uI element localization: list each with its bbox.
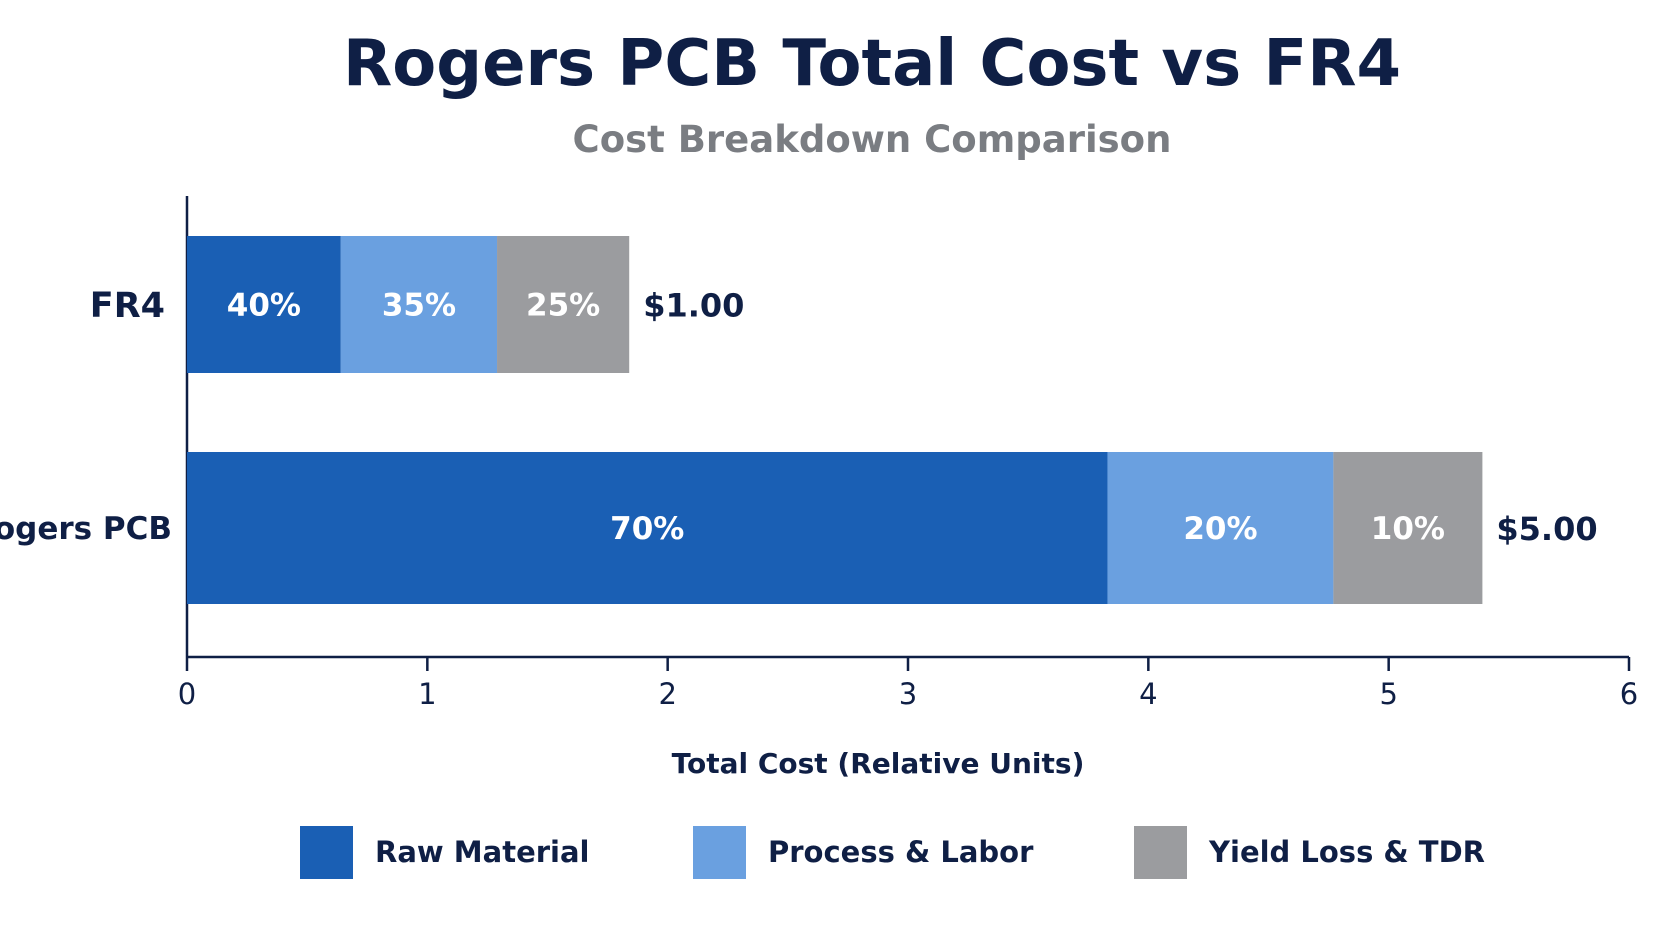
segment-label: 70% — [610, 511, 684, 547]
legend-swatch — [693, 826, 746, 879]
x-tick-label: 4 — [1139, 677, 1157, 711]
x-tick-label: 0 — [178, 677, 196, 711]
legend: Raw Material Process & Labor Yield Loss & … — [300, 826, 1485, 879]
bar-segment — [187, 452, 1108, 604]
bar-segment — [1107, 452, 1334, 604]
x-tick-label: 1 — [418, 677, 436, 711]
bar-segment — [187, 236, 341, 373]
category-label: Rogers PCB — [0, 511, 172, 547]
bar-segment — [340, 236, 498, 373]
total-label: $5.00 — [1496, 510, 1597, 548]
total-label: $1.00 — [643, 287, 744, 325]
legend-swatch — [1134, 826, 1187, 879]
plot-area: 0 1 2 3 4 5 6 FR4 40% 35% 25% $1.00 Rogers PCB 70% 20%… — [0, 196, 1638, 711]
x-tick-label: 6 — [1620, 677, 1638, 711]
chart-subtitle: Cost Breakdown Comparison — [573, 118, 1172, 161]
x-axis-title: Total Cost (Relative Units) — [672, 747, 1085, 780]
segment-label: 10% — [1371, 511, 1445, 547]
bar-segment — [1333, 452, 1483, 604]
legend-label: Process & Labor — [768, 835, 1034, 869]
legend-label: Raw Material — [375, 835, 590, 869]
segment-label: 35% — [382, 288, 456, 324]
category-label: FR4 — [90, 286, 165, 326]
x-tick-label: 5 — [1379, 677, 1397, 711]
legend-swatch — [300, 826, 353, 879]
segment-label: 20% — [1183, 511, 1257, 547]
x-tick-label: 3 — [899, 677, 917, 711]
legend-label: Yield Loss & TDR — [1208, 835, 1485, 869]
segment-label: 40% — [227, 288, 301, 324]
segment-label: 25% — [526, 288, 600, 324]
bar-segment — [497, 236, 630, 373]
x-tick-label: 2 — [658, 677, 676, 711]
chart-title: Rogers PCB Total Cost vs FR4 — [343, 27, 1401, 101]
